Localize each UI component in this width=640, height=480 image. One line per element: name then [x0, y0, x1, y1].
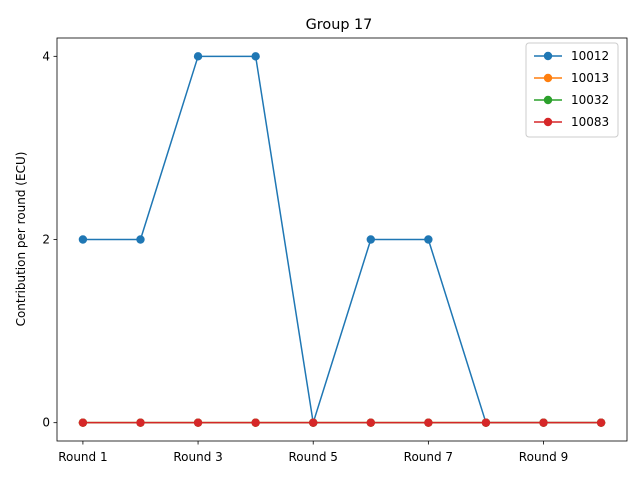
data-point [193, 52, 203, 61]
data-point [251, 52, 260, 61]
data-point [251, 418, 260, 427]
data-point [78, 418, 88, 427]
chart-title: Group 17 [306, 17, 373, 33]
legend-marker [543, 95, 553, 105]
legend: 10012 10013 10032 10083 [525, 42, 619, 138]
y-tick-label: 0 [42, 416, 50, 430]
data-point [596, 418, 606, 427]
y-axis-label: Contribution per round (ECU) [14, 152, 28, 327]
x-tick-label: Round 7 [404, 450, 453, 464]
plot-area: Round 1 Round 3 Round 5 Round 7 Round 9 0 2 4 [42, 37, 628, 464]
x-tick-label: Round 9 [519, 450, 568, 464]
series-10083 [78, 418, 606, 427]
data-point [193, 418, 203, 427]
data-point [366, 235, 375, 244]
legend-label: 10013 [571, 71, 609, 85]
x-tick-label: Round 1 [58, 450, 107, 464]
data-point [539, 418, 548, 427]
data-point [136, 418, 145, 427]
legend-marker [543, 73, 553, 83]
x-tick-label: Round 3 [173, 450, 222, 464]
y-tick-label: 4 [42, 49, 50, 63]
legend-marker [543, 117, 553, 127]
data-point [366, 418, 375, 427]
x-tick-label: Round 5 [289, 450, 338, 464]
data-point [481, 418, 491, 427]
legend-label: 10083 [571, 115, 609, 129]
data-point [136, 235, 145, 244]
data-point [424, 235, 433, 244]
legend-marker [543, 51, 553, 61]
legend-label: 10012 [571, 49, 609, 63]
data-point [424, 418, 433, 427]
y-tick-label: 2 [42, 233, 50, 247]
data-point [309, 418, 318, 427]
data-point [78, 235, 88, 244]
legend-box [525, 42, 619, 138]
legend-label: 10032 [571, 93, 609, 107]
